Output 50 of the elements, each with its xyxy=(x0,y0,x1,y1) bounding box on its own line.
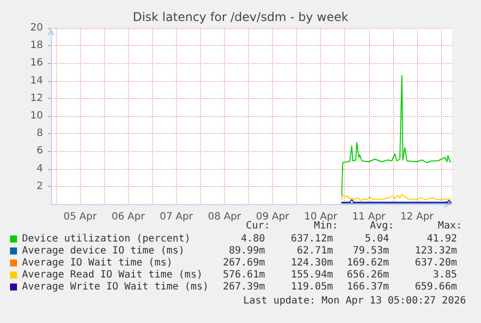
x-tick-label: 10 Apr xyxy=(304,212,338,222)
text: 3.85 xyxy=(432,270,457,280)
x-tick-label: 06 Apr xyxy=(112,212,146,222)
y-tick-label: 20 xyxy=(30,22,43,34)
y-tick-label: 12 xyxy=(30,92,43,104)
text: Min: xyxy=(314,220,338,232)
text: 267.39m xyxy=(222,282,265,292)
text: Cur: xyxy=(246,220,270,232)
text: Last update: Mon Apr 13 05:00:27 2026 xyxy=(243,296,466,306)
legend-label: Average Read IO Wait time (ms) xyxy=(22,270,203,280)
legend-label: Average IO Wait time (ms) xyxy=(22,258,173,268)
y-tick-label: 14 xyxy=(30,75,43,86)
x-tick-label: 12 Apr xyxy=(400,212,434,222)
text: 267.69m xyxy=(222,258,265,268)
y-tick-label: 2 xyxy=(36,180,43,192)
text: 656.26m xyxy=(346,270,389,280)
y-tick-label: 4 xyxy=(36,163,43,174)
y-tick-label: 6 xyxy=(36,146,43,157)
y-tick-label: 16 xyxy=(30,58,43,69)
text: 5.04 xyxy=(364,234,389,244)
text: 123.32m xyxy=(414,246,457,256)
chart-title: Disk latency for /dev/sdm - by week xyxy=(132,10,348,24)
x-tick-label: 07 Apr xyxy=(160,212,194,222)
text: 576.61m xyxy=(222,270,265,280)
x-tick-label: 11 Apr xyxy=(352,212,386,222)
text: 79.53m xyxy=(352,246,389,256)
x-tick-label: 08 Apr xyxy=(208,212,242,222)
text: 41.92 xyxy=(426,234,457,244)
text: 166.37m xyxy=(346,282,389,292)
y-tick-label: 10 xyxy=(30,110,43,122)
text: Max: xyxy=(438,220,462,232)
x-tick-label: 05 Apr xyxy=(63,212,98,222)
text: 659.66m xyxy=(414,282,457,292)
text: 124.30m xyxy=(290,258,333,268)
text: 4.80 xyxy=(240,234,265,244)
text: 89.99m xyxy=(228,246,265,256)
text: 637.12m xyxy=(290,234,333,244)
text: 169.62m xyxy=(346,258,389,268)
text: Avg: xyxy=(370,220,394,232)
x-tick-label: 09 Apr xyxy=(256,212,290,222)
legend-label: Average device IO time (ms) xyxy=(22,246,185,256)
legend-label: Device utilization (percent) xyxy=(22,234,191,244)
text: 155.94m xyxy=(290,270,333,280)
text: 637.20m xyxy=(414,258,457,268)
text: 62.71m xyxy=(296,246,333,256)
y-tick-label: 18 xyxy=(30,40,43,52)
text: 119.05m xyxy=(290,282,333,292)
y-tick-label: 8 xyxy=(36,128,43,140)
line-series xyxy=(341,75,452,196)
legend-label: Average Write IO Wait time (ms) xyxy=(22,282,209,292)
